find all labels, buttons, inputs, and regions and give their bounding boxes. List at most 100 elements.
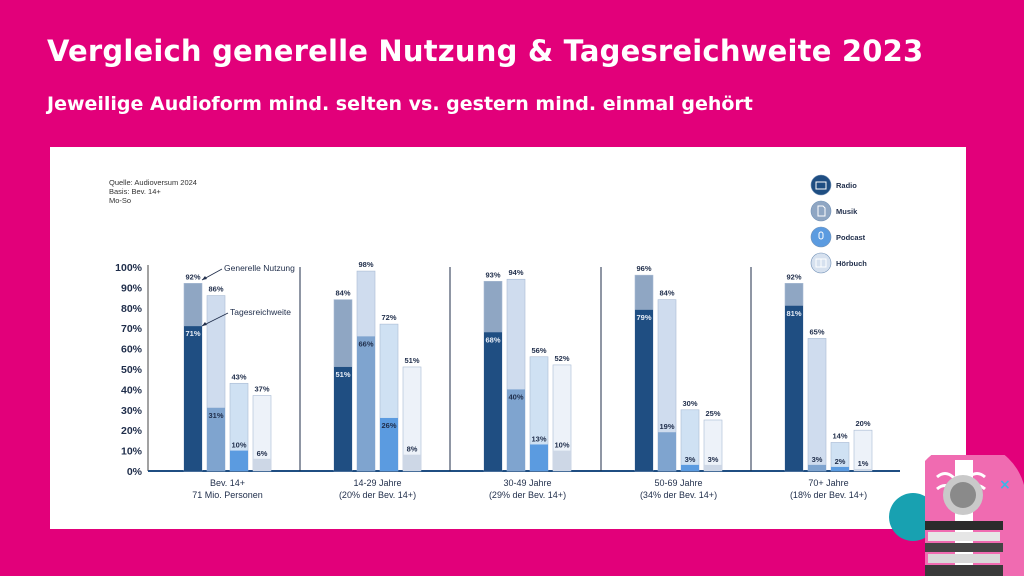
- data-label-tagesreichweite: 2%: [835, 457, 846, 466]
- bar-tagesreichweite: [357, 336, 375, 471]
- y-tick-label: 20%: [121, 425, 143, 437]
- x-category-label: Bev. 14+: [210, 478, 245, 488]
- y-tick-label: 10%: [121, 446, 143, 458]
- data-label-tagesreichweite: 81%: [786, 309, 801, 318]
- data-label-tagesreichweite: 13%: [531, 434, 546, 443]
- data-label-tagesreichweite: 19%: [659, 422, 674, 431]
- bar-tagesreichweite: [530, 444, 548, 471]
- data-label-tagesreichweite: 71%: [185, 329, 200, 338]
- data-label-tagesreichweite: 3%: [812, 455, 823, 464]
- page-title: Vergleich generelle Nutzung & Tagesreich…: [47, 34, 924, 68]
- source-note: Basis: Bev. 14+: [109, 187, 161, 196]
- annotation-generelle-nutzung: Generelle Nutzung: [224, 263, 295, 273]
- bar-tagesreichweite: [635, 309, 653, 471]
- data-label-tagesreichweite: 40%: [508, 392, 523, 401]
- music-file-icon-glyph: [817, 205, 826, 217]
- data-label-tagesreichweite: 31%: [208, 411, 223, 420]
- x-category-label: 70+ Jahre: [808, 478, 848, 488]
- bar-tagesreichweite: [230, 450, 248, 471]
- data-label-tagesreichweite: 26%: [381, 421, 396, 430]
- svg-text:×: ×: [999, 477, 1011, 493]
- data-label-generelle-nutzung: 43%: [231, 372, 246, 381]
- chart-panel: Quelle: Audioversum 2024 Basis: Bev. 14+ M…: [50, 147, 966, 529]
- annotation-arrow-daily: [201, 312, 229, 327]
- y-tick-label: 40%: [121, 384, 143, 396]
- data-label-tagesreichweite: 68%: [485, 335, 500, 344]
- data-label-generelle-nutzung: 84%: [659, 289, 674, 298]
- bar-tagesreichweite: [553, 450, 571, 471]
- page-subtitle: Jeweilige Audioform mind. selten vs. ges…: [47, 93, 753, 115]
- data-label-generelle-nutzung: 65%: [809, 327, 824, 336]
- data-label-tagesreichweite: 79%: [636, 313, 651, 322]
- legend-marker: [810, 200, 832, 222]
- bar-generelle-nutzung: [807, 338, 827, 472]
- legend-marker: [810, 226, 832, 248]
- data-label-tagesreichweite: 10%: [554, 441, 569, 450]
- data-label-tagesreichweite: 6%: [257, 449, 268, 458]
- x-category-sublabel: (18% der Bev. 14+): [790, 490, 867, 500]
- bar-tagesreichweite: [854, 468, 872, 471]
- x-category-sublabel: 71 Mio. Personen: [192, 490, 263, 500]
- data-label-generelle-nutzung: 92%: [786, 272, 801, 281]
- x-category-sublabel: (20% der Bev. 14+): [339, 490, 416, 500]
- y-tick-label: 50%: [121, 364, 143, 376]
- data-label-generelle-nutzung: 56%: [531, 346, 546, 355]
- legend-marker: [810, 174, 832, 196]
- bar-tagesreichweite: [253, 458, 271, 471]
- data-label-tagesreichweite: 8%: [407, 445, 418, 454]
- legend-label: Podcast: [836, 233, 866, 242]
- data-label-tagesreichweite: 3%: [685, 455, 696, 464]
- bar-tagesreichweite: [658, 432, 676, 471]
- data-label-generelle-nutzung: 37%: [254, 385, 269, 394]
- x-category-label: 14-29 Jahre: [353, 478, 401, 488]
- source-note: Quelle: Audioversum 2024: [109, 178, 197, 187]
- data-label-generelle-nutzung: 93%: [485, 270, 500, 279]
- annotation-arrowhead-daily: [202, 322, 207, 326]
- bar-tagesreichweite: [831, 466, 849, 471]
- data-label-generelle-nutzung: 96%: [636, 264, 651, 273]
- bar-tagesreichweite: [334, 366, 352, 471]
- data-label-generelle-nutzung: 86%: [208, 285, 223, 294]
- data-label-generelle-nutzung: 94%: [508, 268, 523, 277]
- data-label-generelle-nutzung: 20%: [855, 419, 870, 428]
- data-label-generelle-nutzung: 30%: [682, 399, 697, 408]
- data-label-tagesreichweite: 10%: [231, 441, 246, 450]
- radio-icon-glyph: [815, 181, 827, 190]
- data-label-generelle-nutzung: 98%: [358, 260, 373, 269]
- x-category-label: 30-49 Jahre: [503, 478, 551, 488]
- data-label-tagesreichweite: 66%: [358, 339, 373, 348]
- y-tick-label: 100%: [115, 262, 143, 274]
- x-category-label: 50-69 Jahre: [654, 478, 702, 488]
- y-tick-label: 30%: [121, 405, 143, 417]
- data-label-generelle-nutzung: 92%: [185, 272, 200, 281]
- data-label-generelle-nutzung: 72%: [381, 313, 396, 322]
- bar-tagesreichweite: [380, 417, 398, 471]
- bar-tagesreichweite: [681, 464, 699, 471]
- data-label-tagesreichweite: 1%: [858, 459, 869, 468]
- y-tick-label: 90%: [121, 282, 143, 294]
- data-label-tagesreichweite: 3%: [708, 455, 719, 464]
- bar-tagesreichweite: [785, 305, 803, 471]
- data-label-generelle-nutzung: 14%: [832, 431, 847, 440]
- x-category-sublabel: (34% der Bev. 14+): [640, 490, 717, 500]
- y-tick-label: 60%: [121, 344, 143, 356]
- data-label-generelle-nutzung: 25%: [705, 409, 720, 418]
- data-label-tagesreichweite: 51%: [335, 370, 350, 379]
- legend-label: Hörbuch: [836, 259, 867, 268]
- y-tick-label: 70%: [121, 323, 143, 335]
- y-tick-label: 80%: [121, 303, 143, 315]
- bar-tagesreichweite: [704, 464, 722, 471]
- legend-label: Musik: [836, 207, 858, 216]
- annotation-tagesreichweite: Tagesreichweite: [230, 307, 291, 317]
- bar-tagesreichweite: [403, 454, 421, 471]
- x-category-sublabel: (29% der Bev. 14+): [489, 490, 566, 500]
- bar-tagesreichweite: [184, 326, 202, 471]
- headphone-illustration: ×: [889, 455, 1024, 576]
- bar-tagesreichweite: [207, 407, 225, 471]
- y-tick-label: 0%: [127, 466, 143, 478]
- data-label-generelle-nutzung: 84%: [335, 289, 350, 298]
- bar-tagesreichweite: [484, 332, 502, 471]
- microphone-icon-glyph: [818, 231, 824, 240]
- legend-label: Radio: [836, 181, 857, 190]
- data-label-generelle-nutzung: 51%: [404, 356, 419, 365]
